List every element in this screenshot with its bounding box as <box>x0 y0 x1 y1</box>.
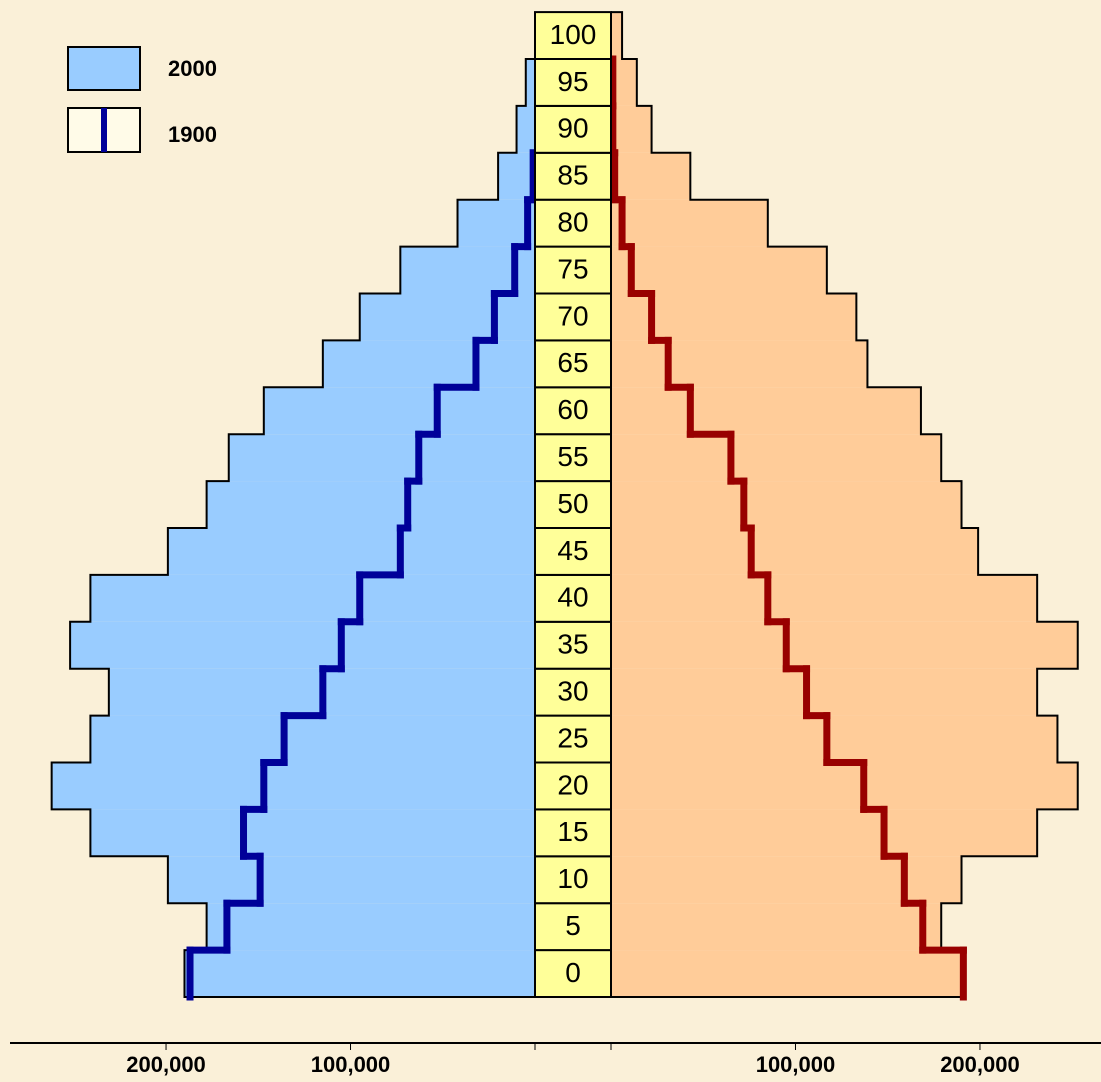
age-box <box>534 667 612 717</box>
bar <box>611 246 827 294</box>
bar <box>611 903 942 951</box>
bar <box>498 152 535 200</box>
age-box <box>534 339 612 389</box>
bar <box>611 621 1078 669</box>
age-label: 10 <box>557 863 588 894</box>
bar <box>611 293 857 341</box>
bar <box>611 715 1058 763</box>
bar <box>322 340 535 388</box>
bar <box>90 574 536 622</box>
age-label: 50 <box>557 488 588 519</box>
age-box <box>534 761 612 811</box>
age-label: 20 <box>557 769 588 800</box>
x-tick-label: 200,000 <box>126 1052 206 1077</box>
bar <box>525 59 535 106</box>
bar <box>90 715 536 763</box>
age-label: 60 <box>557 394 588 425</box>
bar <box>359 293 535 341</box>
x-tick-label: 200,000 <box>940 1052 1020 1077</box>
age-label: 80 <box>557 207 588 238</box>
age-label: 35 <box>557 629 588 660</box>
age-label: 40 <box>557 582 588 613</box>
bar <box>611 528 979 575</box>
age-box <box>534 292 612 342</box>
age-label: 45 <box>557 535 588 566</box>
age-label: 85 <box>557 160 588 191</box>
age-box <box>534 949 612 998</box>
bar <box>611 668 1038 716</box>
age-label: 95 <box>557 66 588 97</box>
age-label: 70 <box>557 300 588 331</box>
age-label: 90 <box>557 113 588 144</box>
bar <box>611 809 1038 857</box>
age-label: 75 <box>557 253 588 284</box>
bar <box>611 481 962 528</box>
bar <box>611 434 942 482</box>
age-box <box>534 11 612 61</box>
bar <box>611 12 623 60</box>
age-box <box>534 902 612 952</box>
age-box <box>534 480 612 530</box>
bar-outline <box>611 11 1079 998</box>
bar <box>611 199 768 247</box>
bar <box>611 340 868 388</box>
bar <box>184 950 535 997</box>
age-box <box>534 573 612 623</box>
age-box <box>534 620 612 670</box>
bar <box>228 434 536 482</box>
bar <box>457 199 535 247</box>
bar <box>51 762 535 810</box>
bar <box>611 762 1078 810</box>
age-box <box>534 58 612 107</box>
bar <box>611 574 1038 622</box>
age-label: 55 <box>557 441 588 472</box>
bar <box>611 856 962 904</box>
age-box <box>534 808 612 858</box>
bar <box>611 152 691 200</box>
bar <box>167 856 535 904</box>
bar <box>206 903 535 951</box>
age-box <box>534 386 612 436</box>
age-label: 100 <box>550 19 597 50</box>
age-box <box>534 198 612 248</box>
bar <box>611 105 652 153</box>
bar <box>90 809 536 857</box>
age-label: 30 <box>557 676 588 707</box>
age-label: 0 <box>565 957 581 988</box>
bar-outline <box>50 12 536 998</box>
age-label: 25 <box>557 722 588 753</box>
bar <box>206 481 535 528</box>
x-tick-label: 100,000 <box>311 1052 391 1077</box>
bar <box>263 387 535 435</box>
x-tick-label: 100,000 <box>756 1052 836 1077</box>
age-label: 65 <box>557 347 588 378</box>
legend-label: 1900 <box>168 122 217 147</box>
bar <box>167 528 535 575</box>
age-label: 5 <box>565 910 581 941</box>
bar <box>70 621 535 669</box>
legend-swatch <box>67 46 141 91</box>
bar <box>516 105 535 153</box>
legend-label: 2000 <box>168 56 217 81</box>
bar <box>611 950 964 997</box>
bar <box>611 387 921 435</box>
age-label: 15 <box>557 816 588 847</box>
